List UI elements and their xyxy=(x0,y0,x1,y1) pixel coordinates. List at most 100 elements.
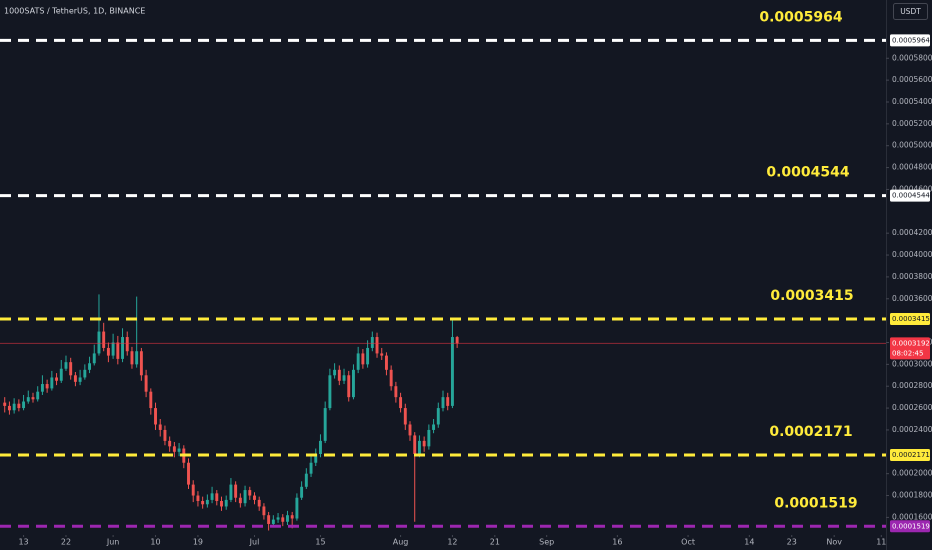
candle-body xyxy=(12,403,16,411)
candle-body xyxy=(450,337,454,406)
candle-body xyxy=(196,495,200,502)
level-tag xyxy=(890,520,930,533)
candle-body xyxy=(384,355,388,370)
level-tag-label: 0.0001519 xyxy=(892,522,930,530)
candle-body xyxy=(436,408,440,425)
candle-body xyxy=(40,384,44,392)
candle-body xyxy=(361,353,365,365)
candle-body xyxy=(286,515,289,522)
candle-body xyxy=(73,375,77,382)
candle-body xyxy=(342,375,346,381)
candle-body xyxy=(59,368,63,381)
x-tick-label: 19 xyxy=(193,538,203,547)
candle-body xyxy=(380,353,384,356)
candle-body xyxy=(215,493,219,502)
candle-body xyxy=(328,375,332,409)
level-tag-label: 0.0004544 xyxy=(892,192,930,200)
candle-body xyxy=(422,440,426,447)
candle-body xyxy=(262,506,266,516)
candle-body xyxy=(78,377,82,382)
candle-body xyxy=(248,490,252,496)
candle-body xyxy=(276,517,280,520)
currency-label[interactable]: USDT xyxy=(900,7,921,16)
candle-body xyxy=(177,448,181,452)
candle-body xyxy=(125,337,129,352)
x-tick-label: 15 xyxy=(315,538,325,547)
candle-body xyxy=(375,337,379,354)
candle-body xyxy=(441,397,445,409)
candle-body xyxy=(116,342,120,359)
candle-body xyxy=(304,473,308,487)
candle-body xyxy=(351,369,355,398)
level-tag xyxy=(890,312,930,325)
candle-body xyxy=(163,429,167,441)
x-tick-label: Jun xyxy=(106,538,120,547)
candle-body xyxy=(238,497,242,504)
countdown-label: 08:02:45 xyxy=(892,349,923,357)
candle-body xyxy=(337,369,341,381)
candle-body xyxy=(394,386,398,398)
candle-body xyxy=(309,462,313,474)
currency-box[interactable] xyxy=(893,3,928,20)
y-tick-label: 0.0004800 xyxy=(892,163,932,172)
candle-body xyxy=(69,362,73,376)
y-tick-label: 0.0004000 xyxy=(892,250,932,259)
candle-body xyxy=(281,517,285,522)
candle-body xyxy=(36,391,40,400)
candle-body xyxy=(314,453,318,463)
candle-body xyxy=(102,331,106,348)
x-tick-label: 14 xyxy=(744,538,754,547)
candle-body xyxy=(290,515,294,519)
chart-title: 1000SATS / TetherUS, 1D, BINANCE xyxy=(4,7,145,16)
candle-body xyxy=(347,375,351,398)
candle-body xyxy=(220,501,223,507)
candle-body xyxy=(168,440,172,447)
candle-body xyxy=(323,408,327,441)
x-tick-label: 11 xyxy=(876,538,886,547)
y-tick-label: 0.0005000 xyxy=(892,141,932,150)
candle-body xyxy=(106,347,110,356)
y-tick-label: 0.0004200 xyxy=(892,228,932,237)
candle-body xyxy=(432,424,436,430)
x-tick-label: 21 xyxy=(490,538,500,547)
candle-body xyxy=(356,353,360,370)
y-tick-label: 0.0002800 xyxy=(892,381,932,390)
y-tick-label: 0.0005400 xyxy=(892,97,932,106)
candle-body xyxy=(144,375,148,392)
candle-body xyxy=(55,377,59,381)
x-tick-label: 22 xyxy=(61,538,71,547)
level-label: 0.0002171 xyxy=(769,424,852,440)
y-tick-label: 0.0001600 xyxy=(892,512,932,521)
candle-body xyxy=(399,397,403,409)
candle-body xyxy=(427,429,431,447)
y-tick-label: 0.0004600 xyxy=(892,184,932,193)
candle-body xyxy=(88,363,92,370)
y-tick-label: 0.0002600 xyxy=(892,403,932,412)
x-tick-label: 16 xyxy=(612,538,622,547)
y-tick-label: 0.0003000 xyxy=(892,359,932,368)
candle-body xyxy=(139,351,143,376)
level-tag-label: 0.0002171 xyxy=(892,451,930,459)
candle-body xyxy=(389,369,393,387)
level-tag xyxy=(890,448,930,461)
candle-body xyxy=(370,337,374,348)
candle-body xyxy=(92,353,96,364)
candle-body xyxy=(3,402,7,406)
y-tick-label: 0.0005600 xyxy=(892,75,932,84)
candle-body xyxy=(408,424,412,436)
level-tag-label: 0.0005964 xyxy=(892,36,930,44)
level-label: 0.0001519 xyxy=(774,495,857,511)
candle-body xyxy=(26,397,30,402)
y-tick-label: 0.0003600 xyxy=(892,294,932,303)
x-tick-label: 13 xyxy=(18,538,28,547)
current-price-label: 0.0003192 xyxy=(892,339,930,347)
candle-body xyxy=(403,408,407,425)
x-tick-label: Jul xyxy=(249,538,260,547)
candle-body xyxy=(205,499,209,505)
candle-body xyxy=(243,490,247,504)
candle-body xyxy=(121,337,124,359)
candle-body xyxy=(295,497,299,519)
candle-body xyxy=(417,440,421,454)
candle-body xyxy=(130,351,134,365)
